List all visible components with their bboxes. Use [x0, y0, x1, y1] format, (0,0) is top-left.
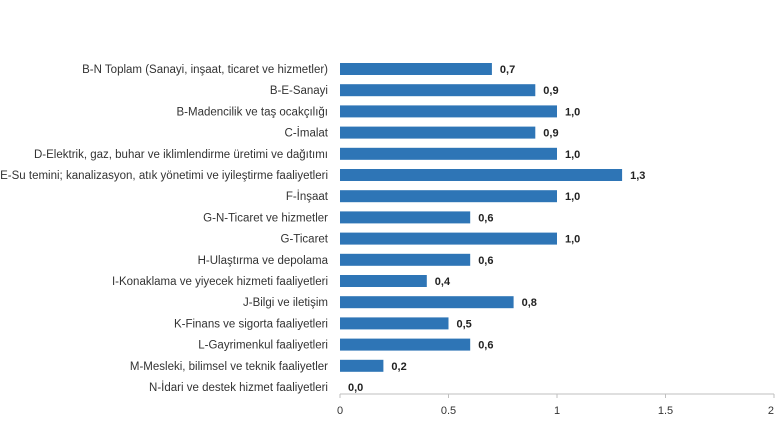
x-tick-label: 0 [337, 405, 343, 417]
bar [340, 126, 536, 139]
category-label: B-Madencilik ve taş ocakçılığı [177, 106, 328, 118]
x-tick-label: 0.5 [441, 405, 456, 417]
bar [340, 232, 557, 245]
x-tick-label: 1 [554, 405, 560, 417]
bar [340, 359, 384, 372]
bar [340, 296, 514, 309]
data-label: 0,8 [522, 297, 537, 309]
data-label: 0,6 [478, 255, 493, 267]
category-label: B-E-Sanayi [270, 85, 328, 97]
bars-layer: B-N Toplam (Sanayi, inşaat, ticaret ve h… [0, 63, 645, 394]
category-label: B-N Toplam (Sanayi, inşaat, ticaret ve h… [82, 64, 328, 76]
data-label: 0,2 [391, 361, 406, 373]
bar [340, 275, 427, 287]
bar [340, 84, 536, 97]
bar [340, 63, 492, 75]
data-label: 0,5 [457, 318, 472, 330]
data-label: 0,4 [435, 276, 451, 288]
bar [340, 147, 557, 160]
category-label: E-Su temini; kanalizasyon, atık yönetimi… [0, 170, 328, 182]
category-label: F-İnşaat [286, 190, 329, 203]
bar [340, 317, 449, 330]
data-label: 1,3 [630, 170, 645, 182]
data-label: 0,6 [478, 340, 493, 352]
category-label: H-Ulaştırma ve depolama [198, 255, 329, 267]
data-label: 0,9 [543, 85, 558, 97]
bar [340, 338, 471, 351]
bar [340, 211, 471, 224]
bar [340, 105, 557, 118]
category-label: C-İmalat [285, 127, 329, 140]
data-label: 0,6 [478, 212, 493, 224]
data-label: 0,0 [348, 382, 363, 394]
data-label: 1,0 [565, 149, 580, 161]
x-axis-ticks: 0 0.5 1 1.5 2 [337, 394, 775, 417]
category-label: I-Konaklama ve yiyecek hizmeti faaliyetl… [112, 276, 328, 288]
x-tick-label: 2 [768, 405, 774, 417]
data-label: 1,0 [565, 191, 580, 203]
category-label: J-Bilgi ve iletişim [243, 297, 328, 309]
bar [340, 190, 557, 203]
x-tick-label: 1.5 [658, 405, 673, 417]
data-label: 0,9 [543, 128, 558, 140]
data-label: 1,0 [565, 106, 580, 118]
category-label: N-İdari ve destek hizmet faaliyetleri [149, 381, 328, 394]
data-label: 1,0 [565, 234, 580, 246]
category-label: L-Gayrimenkul faaliyetleri [198, 340, 328, 352]
category-label: G-Ticaret [281, 234, 329, 246]
data-label: 0,7 [500, 64, 515, 76]
category-label: M-Mesleki, bilimsel ve teknik faaliyetle… [130, 361, 328, 373]
category-label: G-N-Ticaret ve hizmetler [203, 212, 328, 224]
category-label: D-Elektrik, gaz, buhar ve iklimlendirme … [34, 149, 328, 161]
bar [340, 253, 471, 266]
category-label: K-Finans ve sigorta faaliyetleri [174, 318, 328, 330]
bar [340, 169, 623, 181]
